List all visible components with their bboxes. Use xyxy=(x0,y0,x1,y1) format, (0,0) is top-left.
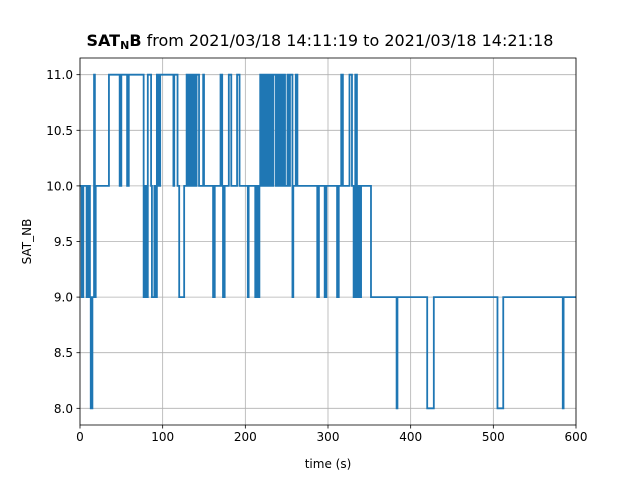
x-tick-label: 0 xyxy=(76,430,84,444)
x-tick-label: 600 xyxy=(565,430,588,444)
series-line xyxy=(80,73,576,410)
y-tick-label: 9.0 xyxy=(54,291,73,305)
y-tick-label: 10.5 xyxy=(46,124,73,138)
x-axis-label: time (s) xyxy=(305,457,352,471)
x-tick-label: 300 xyxy=(317,430,340,444)
x-tick-label: 400 xyxy=(399,430,422,444)
y-tick-label: 9.5 xyxy=(54,235,73,249)
y-tick-label: 10.0 xyxy=(46,179,73,193)
y-tick-label: 8.5 xyxy=(54,346,73,360)
y-tick-label: 11.0 xyxy=(46,68,73,82)
x-tick-label: 100 xyxy=(151,430,174,444)
series-layer xyxy=(80,73,576,410)
grid xyxy=(79,58,577,425)
chart-title: SATNB from 2021/03/18 14:11:19 to 2021/0… xyxy=(86,31,554,52)
x-tick-label: 200 xyxy=(234,430,257,444)
y-axis-label: SAT_NB xyxy=(20,219,34,265)
x-axis: 0 100 200 300 400 500 600 xyxy=(76,425,587,444)
y-tick-label: 8.0 xyxy=(54,402,73,416)
y-axis: 8.0 8.5 9.0 9.5 10.0 10.5 11.0 xyxy=(46,68,80,416)
x-tick-label: 500 xyxy=(482,430,505,444)
